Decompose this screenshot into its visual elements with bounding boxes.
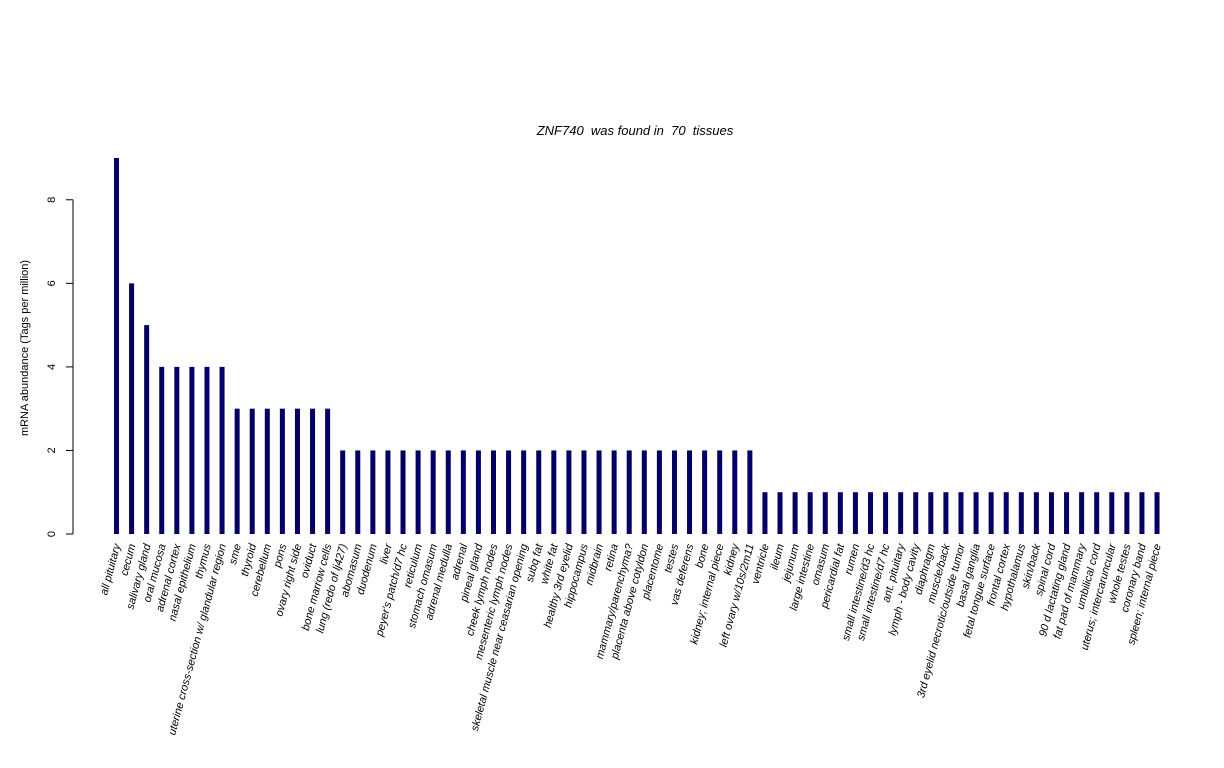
- bar: [807, 492, 813, 534]
- bar: [400, 450, 406, 534]
- bar: [792, 492, 798, 534]
- bar: [1079, 492, 1085, 534]
- y-tick-label: 6: [46, 280, 58, 286]
- y-axis: 0 2 4 6 8: [46, 197, 74, 537]
- bar: [506, 450, 512, 534]
- bar: [626, 450, 632, 534]
- bar: [204, 366, 210, 534]
- bar: [687, 450, 693, 534]
- bar: [883, 492, 889, 534]
- bar: [566, 450, 572, 534]
- y-tick-label: 2: [46, 447, 58, 453]
- bar: [762, 492, 768, 534]
- bar: [1154, 492, 1160, 534]
- bar: [475, 450, 481, 534]
- bar: [114, 158, 119, 534]
- bar: [325, 408, 331, 534]
- bar: [159, 366, 165, 534]
- bar: [611, 450, 617, 534]
- bar: [717, 450, 723, 534]
- bar: [913, 492, 919, 534]
- bar: [777, 492, 783, 534]
- bar: [264, 408, 270, 534]
- bar: [1109, 492, 1115, 534]
- bar: [551, 450, 557, 534]
- y-tick-label: 4: [46, 364, 58, 370]
- bar: [294, 408, 300, 534]
- bar: [702, 450, 708, 534]
- bar: [234, 408, 240, 534]
- y-tick-label: 8: [46, 197, 58, 203]
- bar: [491, 450, 496, 534]
- bar: [521, 450, 527, 534]
- bar: [988, 492, 994, 534]
- bar: [928, 492, 934, 534]
- bar: [641, 450, 647, 534]
- x-tick-label: liver: [378, 541, 395, 565]
- bar: [189, 366, 195, 534]
- bar: [1033, 492, 1039, 534]
- bar: [430, 450, 436, 534]
- bar: [310, 408, 316, 534]
- bar: [370, 450, 376, 534]
- bar: [1003, 492, 1009, 534]
- bar: [415, 450, 421, 534]
- y-axis-label: mRNA abundance (Tags per million): [19, 260, 31, 436]
- bar: [732, 450, 738, 534]
- bar: [837, 492, 843, 534]
- bar: [868, 492, 873, 534]
- bar: [1064, 492, 1070, 534]
- bar: [129, 283, 135, 534]
- bar: [1094, 492, 1100, 534]
- bar: [355, 450, 361, 534]
- bar: [747, 450, 753, 534]
- bar: [943, 492, 949, 534]
- bar: [536, 450, 542, 534]
- bar: [596, 450, 602, 534]
- bar: [144, 325, 150, 534]
- bar: [279, 408, 285, 534]
- y-tick-label: 0: [46, 531, 58, 537]
- chart-title: ZNF740 was found in 70 tissues: [536, 123, 734, 138]
- bar: [385, 450, 391, 534]
- bar: [671, 450, 677, 534]
- bar: [174, 366, 180, 534]
- bar: [460, 450, 466, 534]
- bar: [219, 366, 225, 534]
- bar: [656, 450, 662, 534]
- bar: [1124, 492, 1130, 534]
- bar: [898, 492, 904, 534]
- bar: [249, 408, 255, 534]
- bar: [340, 450, 346, 534]
- x-tick-label: sme: [227, 543, 244, 566]
- bar: [1018, 492, 1024, 534]
- bar: [1139, 492, 1145, 534]
- bar: [958, 492, 964, 534]
- bar: [852, 492, 858, 534]
- bar: [445, 450, 451, 534]
- bars: [114, 158, 1160, 534]
- bar: [822, 492, 828, 534]
- bar: [973, 492, 979, 534]
- bar: [1048, 492, 1054, 534]
- bar: [581, 450, 587, 534]
